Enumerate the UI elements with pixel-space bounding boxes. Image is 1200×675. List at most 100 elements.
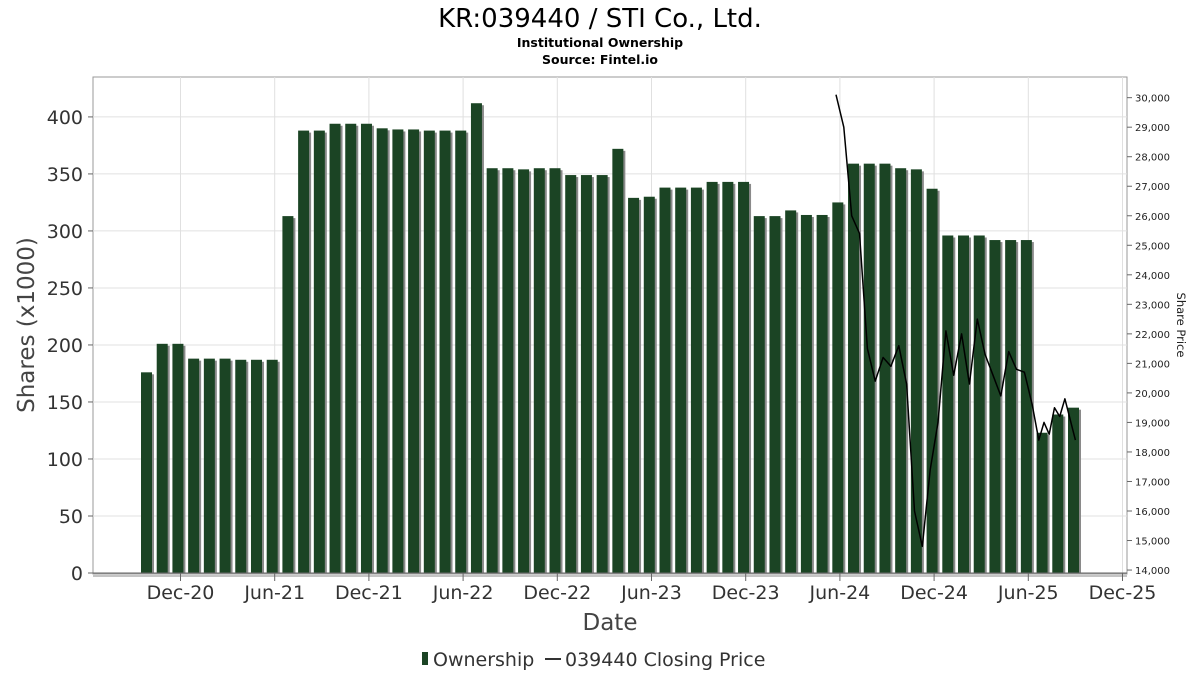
y-tick-label: 0	[71, 563, 83, 585]
ownership-bar	[345, 123, 357, 574]
y-tick-label: 350	[47, 164, 83, 186]
x-axis-ticks: Dec-20 Jun-21 Dec-21 Jun-22 Dec-22 Jun-23 Dec-…	[147, 573, 1157, 604]
ownership-bar	[141, 372, 152, 573]
ownership-bar	[250, 359, 262, 573]
ownership-bar	[1005, 240, 1017, 574]
ownership-bar	[706, 181, 718, 573]
ownership-bar	[408, 129, 420, 574]
ownership-bar	[282, 216, 294, 574]
y-tick-label: 100	[47, 449, 83, 471]
x-tick-label: Jun-25	[997, 582, 1059, 604]
ownership-bar	[423, 130, 435, 573]
y2-tick-label: 16,000	[1135, 507, 1170, 518]
y2-tick-label: 20,000	[1135, 389, 1170, 400]
price-line	[835, 94, 1077, 548]
axes	[93, 572, 1127, 577]
ownership-bar	[832, 202, 844, 573]
ownership-bar	[502, 168, 514, 573]
y-axis-label: Shares (x1000)	[14, 237, 40, 413]
ownership-bar	[612, 148, 624, 574]
ownership-bar	[895, 168, 907, 573]
y2-tick-label: 15,000	[1135, 537, 1170, 548]
ownership-bar	[470, 103, 482, 574]
y2-axis-label: Share Price	[1174, 293, 1188, 358]
legend-ownership-label: Ownership	[433, 649, 534, 671]
y2-tick-label: 26,000	[1135, 212, 1170, 223]
closing-price-line	[835, 94, 1077, 548]
ownership-bar	[769, 216, 781, 574]
y-tick-label: 400	[47, 107, 83, 129]
legend-ownership-swatch	[422, 652, 428, 665]
y2-tick-label: 25,000	[1135, 241, 1170, 252]
y2-tick-label: 30,000	[1135, 94, 1170, 105]
y2-tick-label: 14,000	[1135, 566, 1170, 577]
ownership-bar	[628, 197, 640, 573]
chart-subtitle: Institutional Ownership	[517, 35, 683, 50]
legend-price-label: 039440 Closing Price	[565, 649, 765, 671]
ownership-bar	[188, 358, 200, 573]
y-tick-label: 300	[47, 221, 83, 243]
y2-tick-label: 21,000	[1135, 359, 1170, 370]
ownership-bar	[533, 168, 545, 573]
ownership-bar	[800, 214, 812, 573]
ownership-bar	[172, 343, 184, 573]
left-axis-ticks: 0 50 100 150 200 250 300 350 400	[47, 107, 93, 585]
y-tick-label: 150	[47, 392, 83, 414]
ownership-bar	[1036, 432, 1048, 573]
ownership-bar	[753, 216, 765, 574]
x-tick-label: Dec-22	[523, 582, 591, 604]
ownership-bar	[596, 175, 608, 574]
y2-tick-label: 27,000	[1135, 182, 1170, 193]
y2-tick-label: 23,000	[1135, 300, 1170, 311]
ownership-bar	[235, 359, 247, 573]
ownership-bar	[973, 235, 985, 574]
ownership-bar	[580, 175, 592, 574]
y2-tick-label: 28,000	[1135, 153, 1170, 164]
y-tick-label: 250	[47, 278, 83, 300]
chart-title: KR:039440 / STI Co., Ltd.	[438, 4, 762, 34]
ownership-bar	[439, 130, 451, 573]
ownership-bar	[659, 187, 671, 573]
x-tick-label: Jun-22	[432, 582, 494, 604]
ownership-bar	[298, 130, 310, 573]
ownership-bars	[141, 103, 1081, 574]
ownership-bar	[958, 235, 970, 574]
y-tick-label: 50	[59, 506, 83, 528]
ownership-bar	[518, 169, 530, 573]
y2-tick-label: 24,000	[1135, 271, 1170, 282]
y-tick-label: 200	[47, 335, 83, 357]
x-tick-label: Jun-23	[620, 582, 682, 604]
ownership-bar	[313, 130, 325, 573]
ownership-bar	[376, 128, 388, 573]
x-tick-label: Dec-25	[1089, 582, 1157, 604]
ownership-bar	[219, 358, 231, 573]
y2-tick-label: 18,000	[1135, 448, 1170, 459]
x-tick-label: Jun-24	[809, 582, 871, 604]
x-tick-label: Jun-21	[243, 582, 305, 604]
ownership-bar	[722, 181, 734, 573]
x-tick-label: Dec-23	[712, 582, 780, 604]
ownership-bar	[816, 214, 828, 573]
ownership-bar	[690, 187, 702, 573]
y2-tick-label: 22,000	[1135, 330, 1170, 341]
ownership-bar	[926, 188, 938, 573]
x-tick-label: Dec-24	[900, 582, 968, 604]
y2-tick-label: 17,000	[1135, 477, 1170, 488]
ownership-bar	[156, 343, 168, 573]
ownership-bar	[486, 168, 498, 573]
right-axis-ticks: 14,000 15,000 16,000 17,000 18,000 19,000 20,0…	[1127, 94, 1170, 577]
ownership-bar	[910, 169, 922, 573]
y2-tick-label: 29,000	[1135, 123, 1170, 134]
ownership-bar	[785, 210, 797, 573]
x-axis-label: Date	[583, 610, 638, 636]
ownership-bar	[203, 358, 215, 573]
ownership-bar	[1052, 414, 1064, 573]
x-tick-label: Dec-20	[147, 582, 215, 604]
ownership-bar	[879, 163, 891, 573]
y2-tick-label: 19,000	[1135, 418, 1170, 429]
ownership-bar	[942, 235, 954, 574]
ownership-bar	[565, 175, 577, 574]
ownership-bar	[863, 163, 875, 573]
ownership-bar	[392, 129, 404, 574]
